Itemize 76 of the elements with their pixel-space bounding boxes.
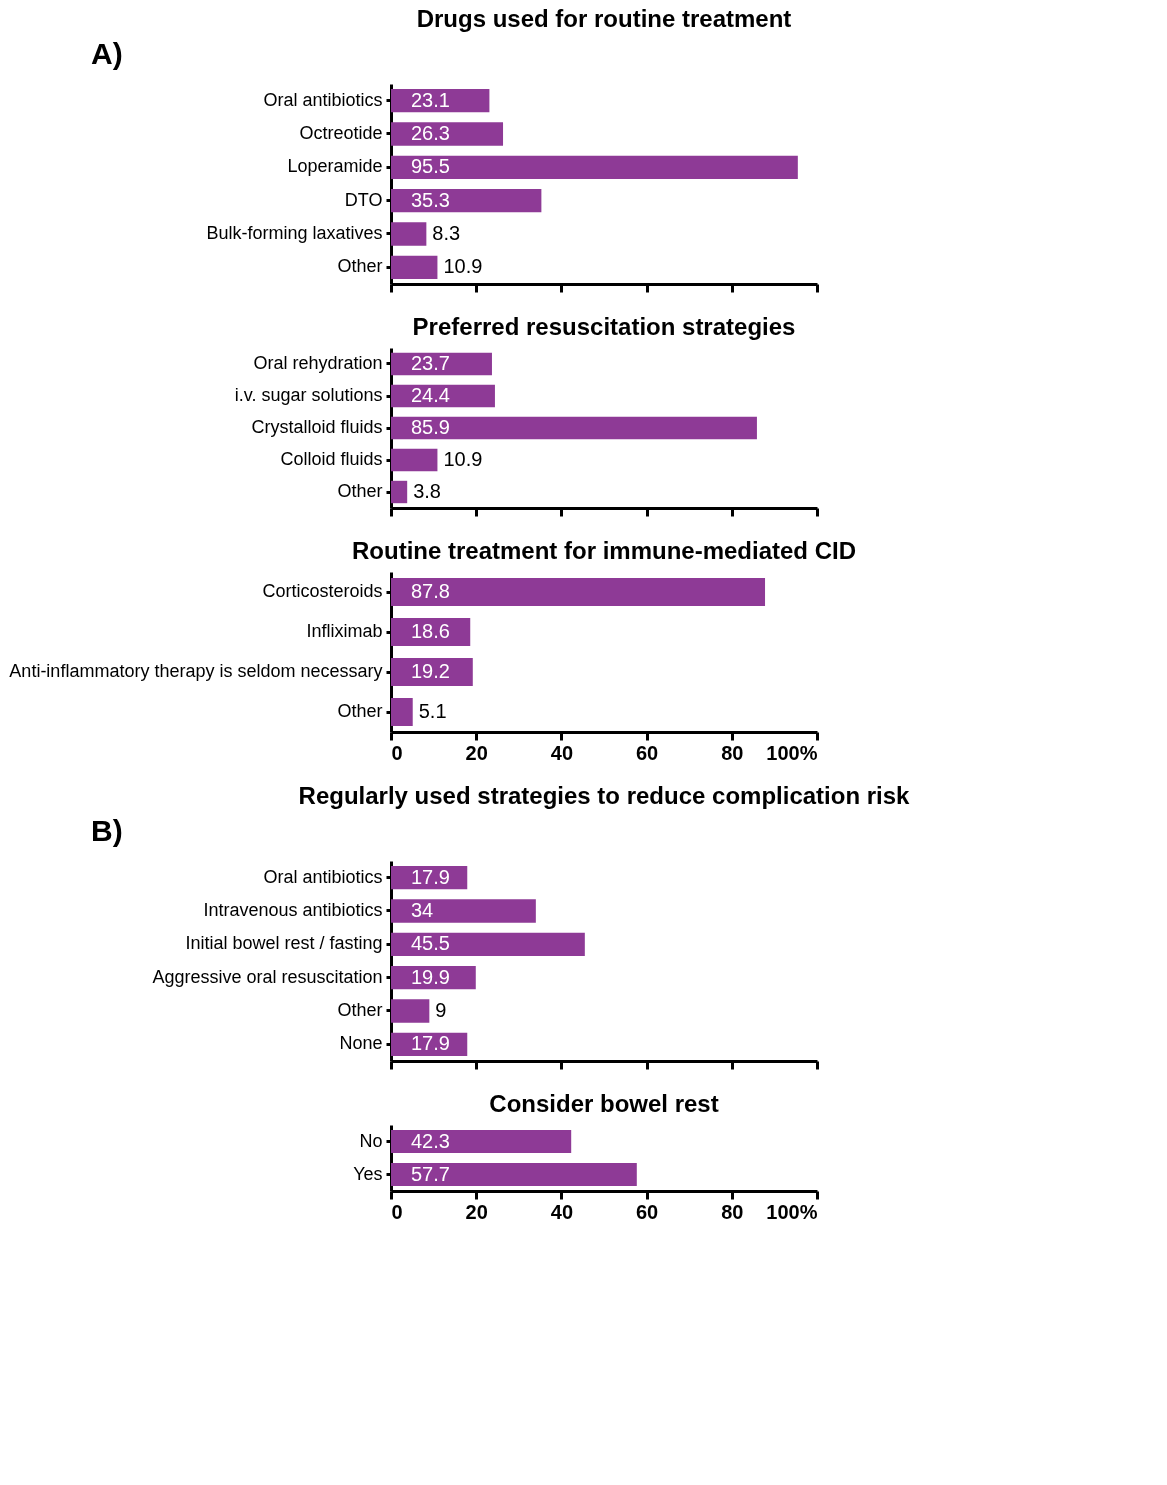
y-tick-label: Infliximab bbox=[306, 621, 383, 641]
bar bbox=[391, 155, 798, 179]
bar bbox=[391, 899, 536, 923]
x-tick-label: 100% bbox=[766, 741, 818, 764]
x-tick-label: 20 bbox=[465, 741, 488, 764]
x-tick-label: 60 bbox=[635, 1200, 659, 1223]
data-label: 19.2 bbox=[411, 660, 450, 682]
y-tick-label: Other bbox=[337, 701, 383, 721]
y-tick-label: Loperamide bbox=[287, 156, 383, 177]
bar bbox=[391, 222, 427, 246]
chart-title: Drugs used for routine treatment bbox=[416, 5, 792, 32]
x-tick-label: 80 bbox=[721, 1200, 744, 1223]
y-tick-label: Aggressive oral resuscitation bbox=[152, 966, 383, 987]
y-tick-label: Other bbox=[337, 481, 383, 501]
data-label: 10.9 bbox=[443, 255, 483, 278]
chart-title: Regularly used strategies to reduce complication risk bbox=[298, 782, 911, 809]
data-label: 23.7 bbox=[411, 352, 450, 374]
data-label: 19.9 bbox=[411, 965, 450, 988]
bar bbox=[391, 932, 585, 956]
x-tick-label: 20 bbox=[465, 1200, 488, 1223]
data-label: 34 bbox=[411, 899, 434, 921]
data-label: 87.8 bbox=[411, 580, 450, 602]
data-label: 24.4 bbox=[411, 384, 450, 406]
text: A) bbox=[91, 37, 123, 70]
bar bbox=[391, 999, 430, 1023]
data-label: 5.1 bbox=[418, 700, 447, 722]
text: B) bbox=[91, 814, 123, 847]
data-label: 26.3 bbox=[411, 122, 450, 144]
x-tick-label: 40 bbox=[550, 741, 574, 764]
y-tick-label: DTO bbox=[344, 189, 383, 210]
y-tick-label: Octreotide bbox=[299, 123, 383, 143]
x-tick-label: 40 bbox=[550, 1200, 574, 1223]
bar bbox=[391, 416, 757, 440]
y-tick-label: Colloid fluids bbox=[280, 449, 383, 469]
y-tick-label: Other bbox=[337, 1000, 383, 1020]
x-tick-label: 80 bbox=[721, 741, 744, 764]
data-label: 3.8 bbox=[413, 480, 441, 502]
bar bbox=[391, 255, 438, 279]
y-tick-label: Yes bbox=[353, 1163, 383, 1184]
data-label: 57.7 bbox=[411, 1162, 450, 1185]
data-label: 23.1 bbox=[411, 88, 450, 111]
y-tick-label: No bbox=[359, 1130, 383, 1151]
data-label: 95.5 bbox=[411, 155, 450, 178]
data-label: 17.9 bbox=[411, 1032, 450, 1055]
data-label: 35.3 bbox=[411, 188, 450, 211]
y-tick-label: Oral antibiotics bbox=[263, 89, 383, 110]
chart-title: Routine treatment for immune-mediated CID bbox=[351, 537, 857, 564]
y-tick-label: i.v. sugar solutions bbox=[234, 385, 383, 405]
bar bbox=[391, 448, 438, 472]
y-tick-label: Corticosteroids bbox=[262, 581, 383, 601]
bar bbox=[391, 189, 542, 213]
data-label: 85.9 bbox=[411, 416, 450, 438]
y-tick-label: Bulk-forming laxatives bbox=[206, 223, 383, 243]
chart-title: Consider bowel rest bbox=[489, 1090, 719, 1117]
data-label: 45.5 bbox=[411, 932, 450, 955]
y-tick-label: Intravenous antibiotics bbox=[203, 900, 383, 920]
x-tick-label: 100% bbox=[766, 1200, 818, 1223]
y-tick-label: Oral antibiotics bbox=[263, 866, 383, 887]
y-tick-label: None bbox=[339, 1033, 383, 1054]
x-tick-label: 60 bbox=[635, 741, 659, 764]
y-tick-label: Anti-inflammatory therapy is seldom necessary bbox=[9, 661, 383, 681]
y-tick-label: Initial bowel rest / fasting bbox=[185, 933, 383, 954]
chart-title: Preferred resuscitation strategies bbox=[412, 313, 796, 340]
y-tick-label: Crystalloid fluids bbox=[251, 417, 383, 437]
bar bbox=[391, 480, 408, 504]
data-label: 42.3 bbox=[411, 1129, 450, 1152]
data-label: 18.6 bbox=[411, 620, 450, 642]
bar bbox=[391, 122, 504, 146]
data-label: 17.9 bbox=[411, 865, 450, 888]
x-tick-label: 0 bbox=[391, 741, 403, 764]
data-label: 9 bbox=[435, 999, 447, 1021]
data-label: 8.3 bbox=[432, 222, 461, 244]
x-tick-label: 0 bbox=[391, 1200, 403, 1223]
data-label: 10.9 bbox=[443, 448, 483, 470]
y-tick-label: Oral rehydration bbox=[253, 353, 383, 373]
y-tick-label: Other bbox=[337, 256, 383, 277]
